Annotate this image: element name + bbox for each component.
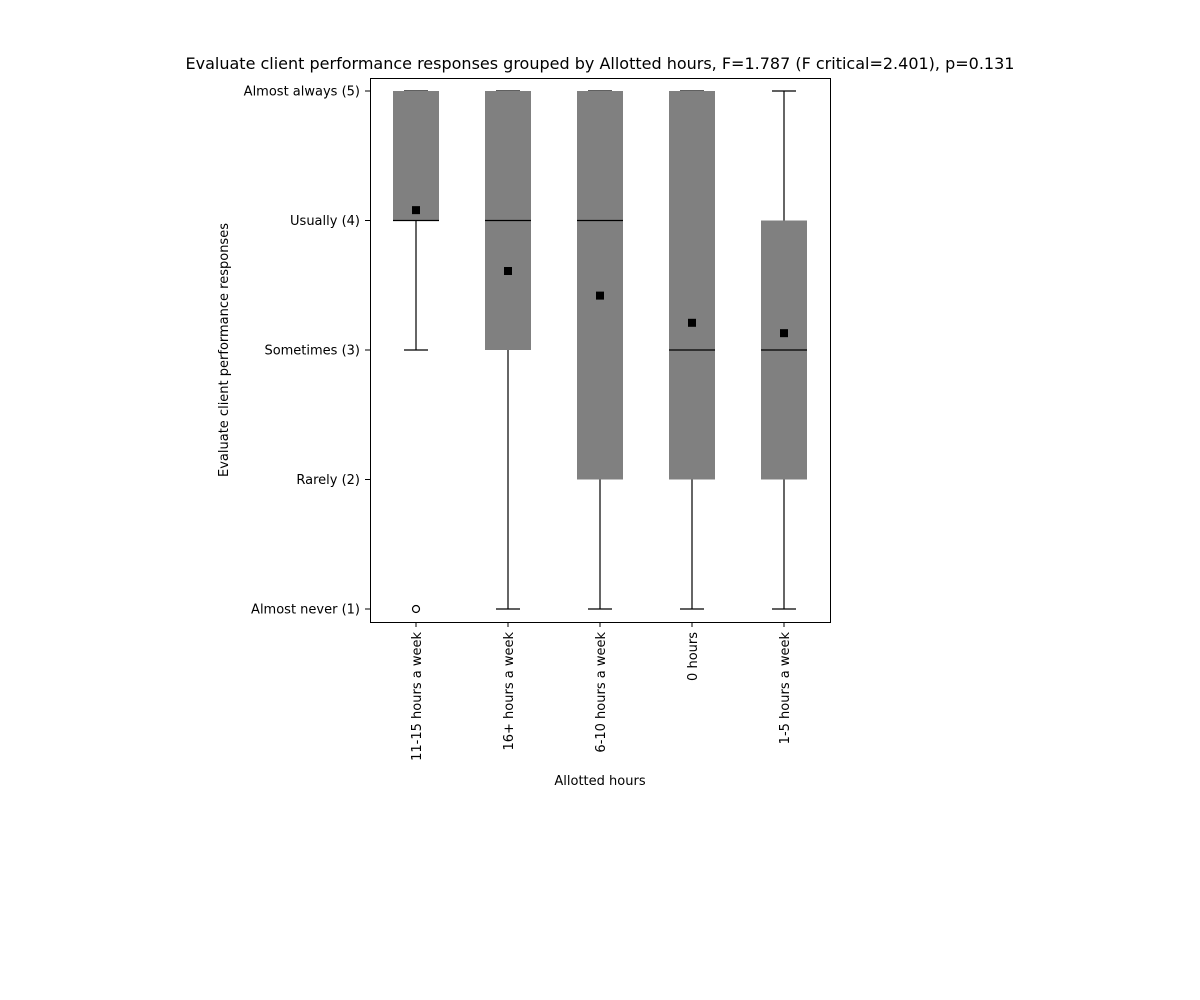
box [669, 91, 715, 480]
chart-title: Evaluate client performance responses gr… [186, 54, 1015, 73]
mean-marker [596, 291, 604, 300]
y-tick-label: Almost never (1) [251, 603, 360, 618]
x-tick-label: 6-10 hours a week [594, 632, 609, 753]
mean-marker [688, 318, 696, 327]
x-axis-label: Allotted hours [554, 774, 645, 789]
box-group-3 [577, 90, 623, 610]
mean-marker [412, 206, 420, 215]
y-tick-label: Rarely (2) [296, 473, 360, 488]
y-tick-label: Usually (4) [290, 214, 360, 229]
x-tick-label: 1-5 hours a week [778, 632, 793, 745]
box [393, 91, 439, 221]
plot-marks [393, 90, 807, 614]
box-group-1 [393, 90, 439, 614]
y-tick-label: Almost always (5) [244, 85, 360, 100]
y-axis-ticks: Almost never (1) Rarely (2) Sometimes (3) U… [244, 85, 370, 618]
box-group-4 [669, 90, 715, 610]
x-axis-ticks: 11-15 hours a week 16+ hours a week 6-10 h… [410, 622, 793, 761]
x-tick-label: 16+ hours a week [502, 632, 517, 751]
y-tick-label: Sometimes (3) [264, 344, 360, 359]
x-tick-label: 11-15 hours a week [410, 632, 425, 761]
x-tick-label: 0 hours [686, 632, 701, 681]
box [577, 91, 623, 480]
y-axis-label: Evaluate client performance responses [217, 223, 232, 477]
box-group-2 [485, 90, 531, 610]
mean-marker [780, 329, 788, 338]
outlier-point [411, 604, 421, 614]
mean-marker [504, 267, 512, 276]
box-group-5 [761, 90, 807, 610]
